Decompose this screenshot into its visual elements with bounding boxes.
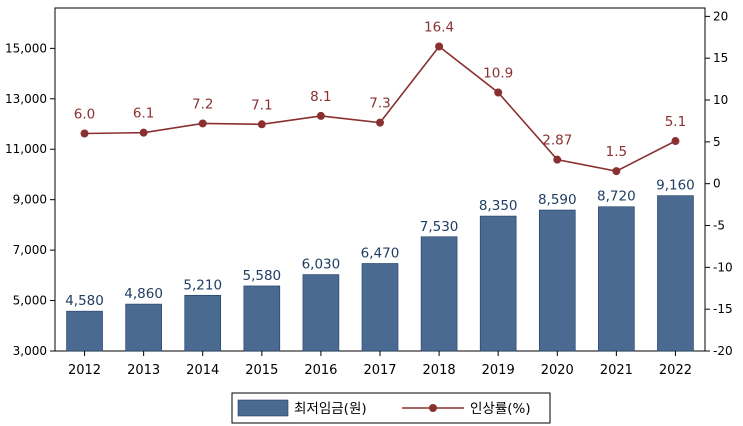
x-tick-label: 2013 [127, 363, 160, 378]
rate-point-2013 [139, 128, 148, 137]
x-tick-label: 2020 [541, 363, 574, 378]
bar-2022 [657, 195, 694, 352]
bar-2012 [66, 310, 103, 352]
legend-line-label: 인상률(%) [470, 401, 531, 417]
bar-2020 [538, 209, 576, 352]
rate-point-2019 [494, 88, 503, 97]
left-tick-label: 7,000 [13, 243, 47, 257]
bar-label-2015: 5,580 [242, 268, 281, 284]
rate-point-2022 [671, 137, 680, 146]
rate-point-2012 [80, 129, 89, 138]
bar-label-2022: 9,160 [656, 178, 695, 194]
right-tick-label: 15 [713, 51, 728, 65]
rate-label-2014: 7.2 [192, 96, 213, 112]
rate-point-2015 [257, 120, 266, 129]
left-tick-label: 9,000 [13, 193, 47, 207]
rate-point-2016 [316, 111, 325, 120]
rate-point-2014 [198, 119, 207, 128]
rate-label-2017: 7.3 [369, 96, 390, 112]
left-tick-label: 15,000 [5, 41, 47, 55]
x-tick-label: 2022 [659, 363, 692, 378]
x-tick-label: 2014 [186, 363, 219, 378]
rate-label-2020: 2.87 [542, 133, 572, 149]
rate-point-2021 [612, 167, 621, 176]
bar-label-2014: 5,210 [183, 277, 222, 293]
bar-label-2020: 8,590 [538, 192, 577, 208]
right-tick-label: -15 [713, 302, 733, 316]
right-tick-label: 5 [713, 135, 721, 149]
x-tick-label: 2012 [68, 363, 101, 378]
bar-2019 [479, 215, 517, 352]
rate-label-2016: 8.1 [310, 89, 331, 105]
rate-label-2021: 1.5 [606, 144, 627, 160]
bar-label-2021: 8,720 [597, 189, 636, 205]
bar-2017 [361, 263, 399, 352]
x-tick-label: 2019 [482, 363, 515, 378]
rate-label-2019: 10.9 [483, 65, 513, 81]
left-tick-label: 13,000 [5, 92, 47, 106]
rate-label-2013: 6.1 [133, 106, 154, 122]
right-tick-label: 10 [713, 93, 728, 107]
right-tick-label: 20 [713, 9, 728, 23]
x-tick-label: 2015 [245, 363, 278, 378]
bar-label-2017: 6,470 [361, 245, 400, 261]
bar-2021 [598, 206, 635, 352]
bar-2015 [243, 285, 281, 352]
rate-label-2012: 6.0 [74, 106, 95, 122]
bar-label-2012: 4,580 [65, 293, 104, 309]
right-tick-label: -5 [713, 219, 725, 233]
bar-2018 [420, 236, 458, 352]
left-tick-label: 5,000 [13, 294, 47, 308]
right-tick-label: -10 [713, 260, 733, 274]
bar-2013 [125, 303, 162, 352]
legend-bar-swatch [237, 399, 289, 417]
right-tick-label: -20 [713, 344, 733, 358]
x-tick-label: 2016 [304, 363, 337, 378]
right-tick-label: 0 [713, 177, 721, 191]
left-tick-label: 11,000 [5, 142, 47, 156]
rate-label-2015: 7.1 [251, 97, 272, 113]
rate-label-2018: 16.4 [424, 19, 454, 35]
x-tick-label: 2018 [423, 363, 456, 378]
x-tick-label: 2017 [363, 363, 396, 378]
x-tick-label: 2021 [600, 363, 633, 378]
bar-label-2019: 8,350 [479, 198, 518, 214]
legend-bar-label: 최저임금(원) [294, 401, 367, 417]
bar-label-2016: 6,030 [302, 257, 341, 273]
bar-2016 [302, 274, 340, 352]
bar-label-2013: 4,860 [124, 286, 163, 302]
legend-line-marker [429, 404, 437, 412]
rate-point-2018 [435, 42, 444, 51]
left-tick-label: 3,000 [13, 344, 47, 358]
rate-point-2017 [376, 118, 384, 127]
bar-label-2018: 7,530 [420, 219, 459, 235]
rate-point-2020 [553, 155, 562, 164]
rate-label-2022: 5.1 [665, 114, 686, 130]
bar-2014 [184, 294, 222, 352]
